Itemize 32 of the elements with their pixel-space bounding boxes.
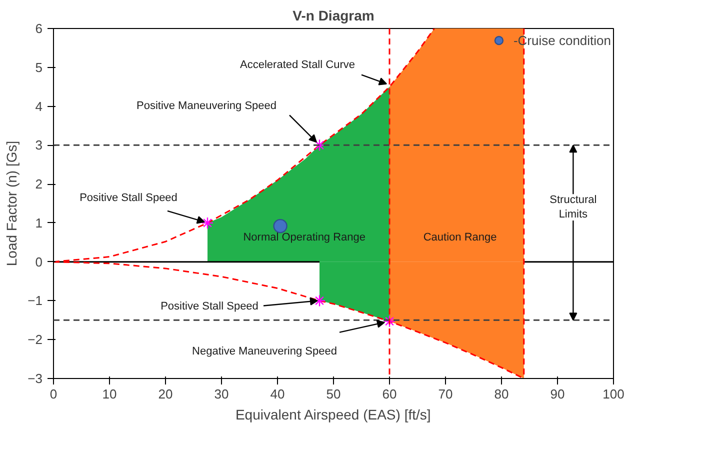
y-tick-label: 2	[35, 176, 43, 192]
x-tick-label: 10	[102, 386, 117, 402]
annotation: Accelerated Stall Curve	[240, 58, 355, 71]
x-tick-label: 80	[494, 386, 509, 402]
y-tick-label: 3	[35, 138, 43, 153]
annotation: Structural Limits	[550, 194, 597, 221]
annotation: Caution Range	[423, 231, 497, 244]
y-tick-label: 4	[35, 98, 43, 114]
y-tick-label: 5	[35, 60, 43, 75]
y-axis-title: Load Factor (n) [Gs]	[4, 140, 20, 266]
x-axis-title: Equivalent Airspeed (EAS) [ft/s]	[235, 406, 431, 422]
x-tick-label: 20	[158, 386, 173, 402]
x-tick-label: 70	[438, 386, 453, 402]
annotation: Normal Operating Range	[243, 231, 366, 244]
x-tick-label: 60	[382, 386, 397, 402]
y-tick-label: 6	[35, 21, 43, 36]
x-tick-label: 0	[50, 386, 58, 402]
chart-title: V-n Diagram	[292, 8, 374, 24]
annotation: Negative Maneuvering Speed	[192, 345, 337, 358]
annotation: Positive Maneuvering Speed	[136, 100, 277, 112]
annotation: Positive Stall Speed	[160, 300, 258, 313]
y-tick-label: −3	[28, 371, 43, 386]
y-tick-label: 1	[35, 215, 43, 230]
y-tick-label: −2	[28, 332, 43, 348]
y-tick-label: −1	[28, 293, 43, 308]
annotation: Positive Stall Speed	[80, 192, 178, 204]
x-tick-label: 30	[214, 386, 229, 402]
x-tick-label: 90	[550, 386, 565, 402]
x-tick-label: 50	[326, 386, 341, 402]
x-tick-label: 40	[270, 386, 285, 402]
y-tick-label: 0	[35, 254, 43, 270]
x-tick-label: 100	[602, 386, 624, 402]
